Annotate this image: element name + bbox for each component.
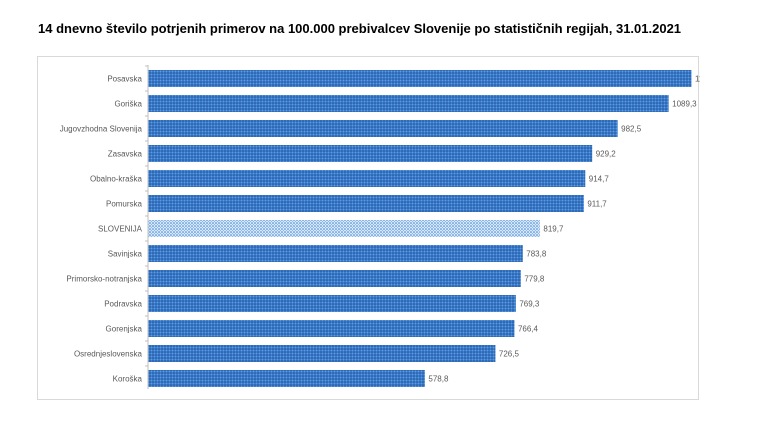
- bar-zasavska: [148, 145, 593, 162]
- category-label: Pomurska: [106, 200, 143, 209]
- data-label: 1089,3: [672, 100, 697, 109]
- category-label: Osrednjeslovenska: [74, 350, 143, 359]
- bar-obalno-kra-ka: [148, 170, 586, 187]
- category-label: Jugovzhodna Slovenija: [60, 125, 143, 134]
- category-label: Obalno-kraška: [90, 175, 143, 184]
- data-label: 766,4: [518, 325, 539, 334]
- bar-osrednjeslovenska: [148, 345, 496, 362]
- bar-koro-ka: [148, 370, 425, 387]
- category-label: Koroška: [113, 375, 143, 384]
- category-label: Podravska: [104, 300, 142, 309]
- category-label: Zasavska: [108, 150, 143, 159]
- data-label: 911,7: [587, 200, 607, 209]
- data-label: 726,5: [499, 350, 520, 359]
- bar-slovenija: [148, 220, 540, 237]
- data-label: 929,2: [596, 150, 617, 159]
- category-label: Savinjska: [108, 250, 143, 259]
- bar-primorsko-notranjska: [148, 270, 521, 287]
- category-label: Goriška: [114, 100, 142, 109]
- bar-savinjska: [148, 245, 523, 262]
- bar-gorenjska: [148, 320, 515, 337]
- data-label: 779,8: [524, 275, 545, 284]
- chart-area: Posavska 1137,1 Goriška 1089,3 Jugovzhodna S…: [37, 56, 700, 400]
- bar-chart: Posavska 1137,1 Goriška 1089,3 Jugovzhodna S…: [60, 65, 700, 389]
- data-label: 914,7: [589, 175, 610, 184]
- data-label: 769,3: [519, 300, 540, 309]
- data-label: 982,5: [621, 125, 642, 134]
- data-label: 1137,1: [695, 75, 700, 84]
- chart-title: 14 dnevno število potrjenih primerov na …: [38, 21, 682, 36]
- bar-gori-ka: [148, 95, 669, 112]
- bar-pomurska: [148, 195, 584, 212]
- bar-jugovzhodna-slovenija: [148, 120, 618, 137]
- bar-podravska: [148, 295, 516, 312]
- category-label: SLOVENIJA: [98, 225, 143, 234]
- category-label: Gorenjska: [106, 325, 143, 334]
- category-label: Primorsko-notranjska: [66, 275, 142, 284]
- data-label: 819,7: [543, 225, 564, 234]
- bar-posavska: [148, 70, 692, 87]
- category-label: Posavska: [107, 75, 142, 84]
- data-label: 783,8: [526, 250, 547, 259]
- data-label: 578,8: [428, 375, 449, 384]
